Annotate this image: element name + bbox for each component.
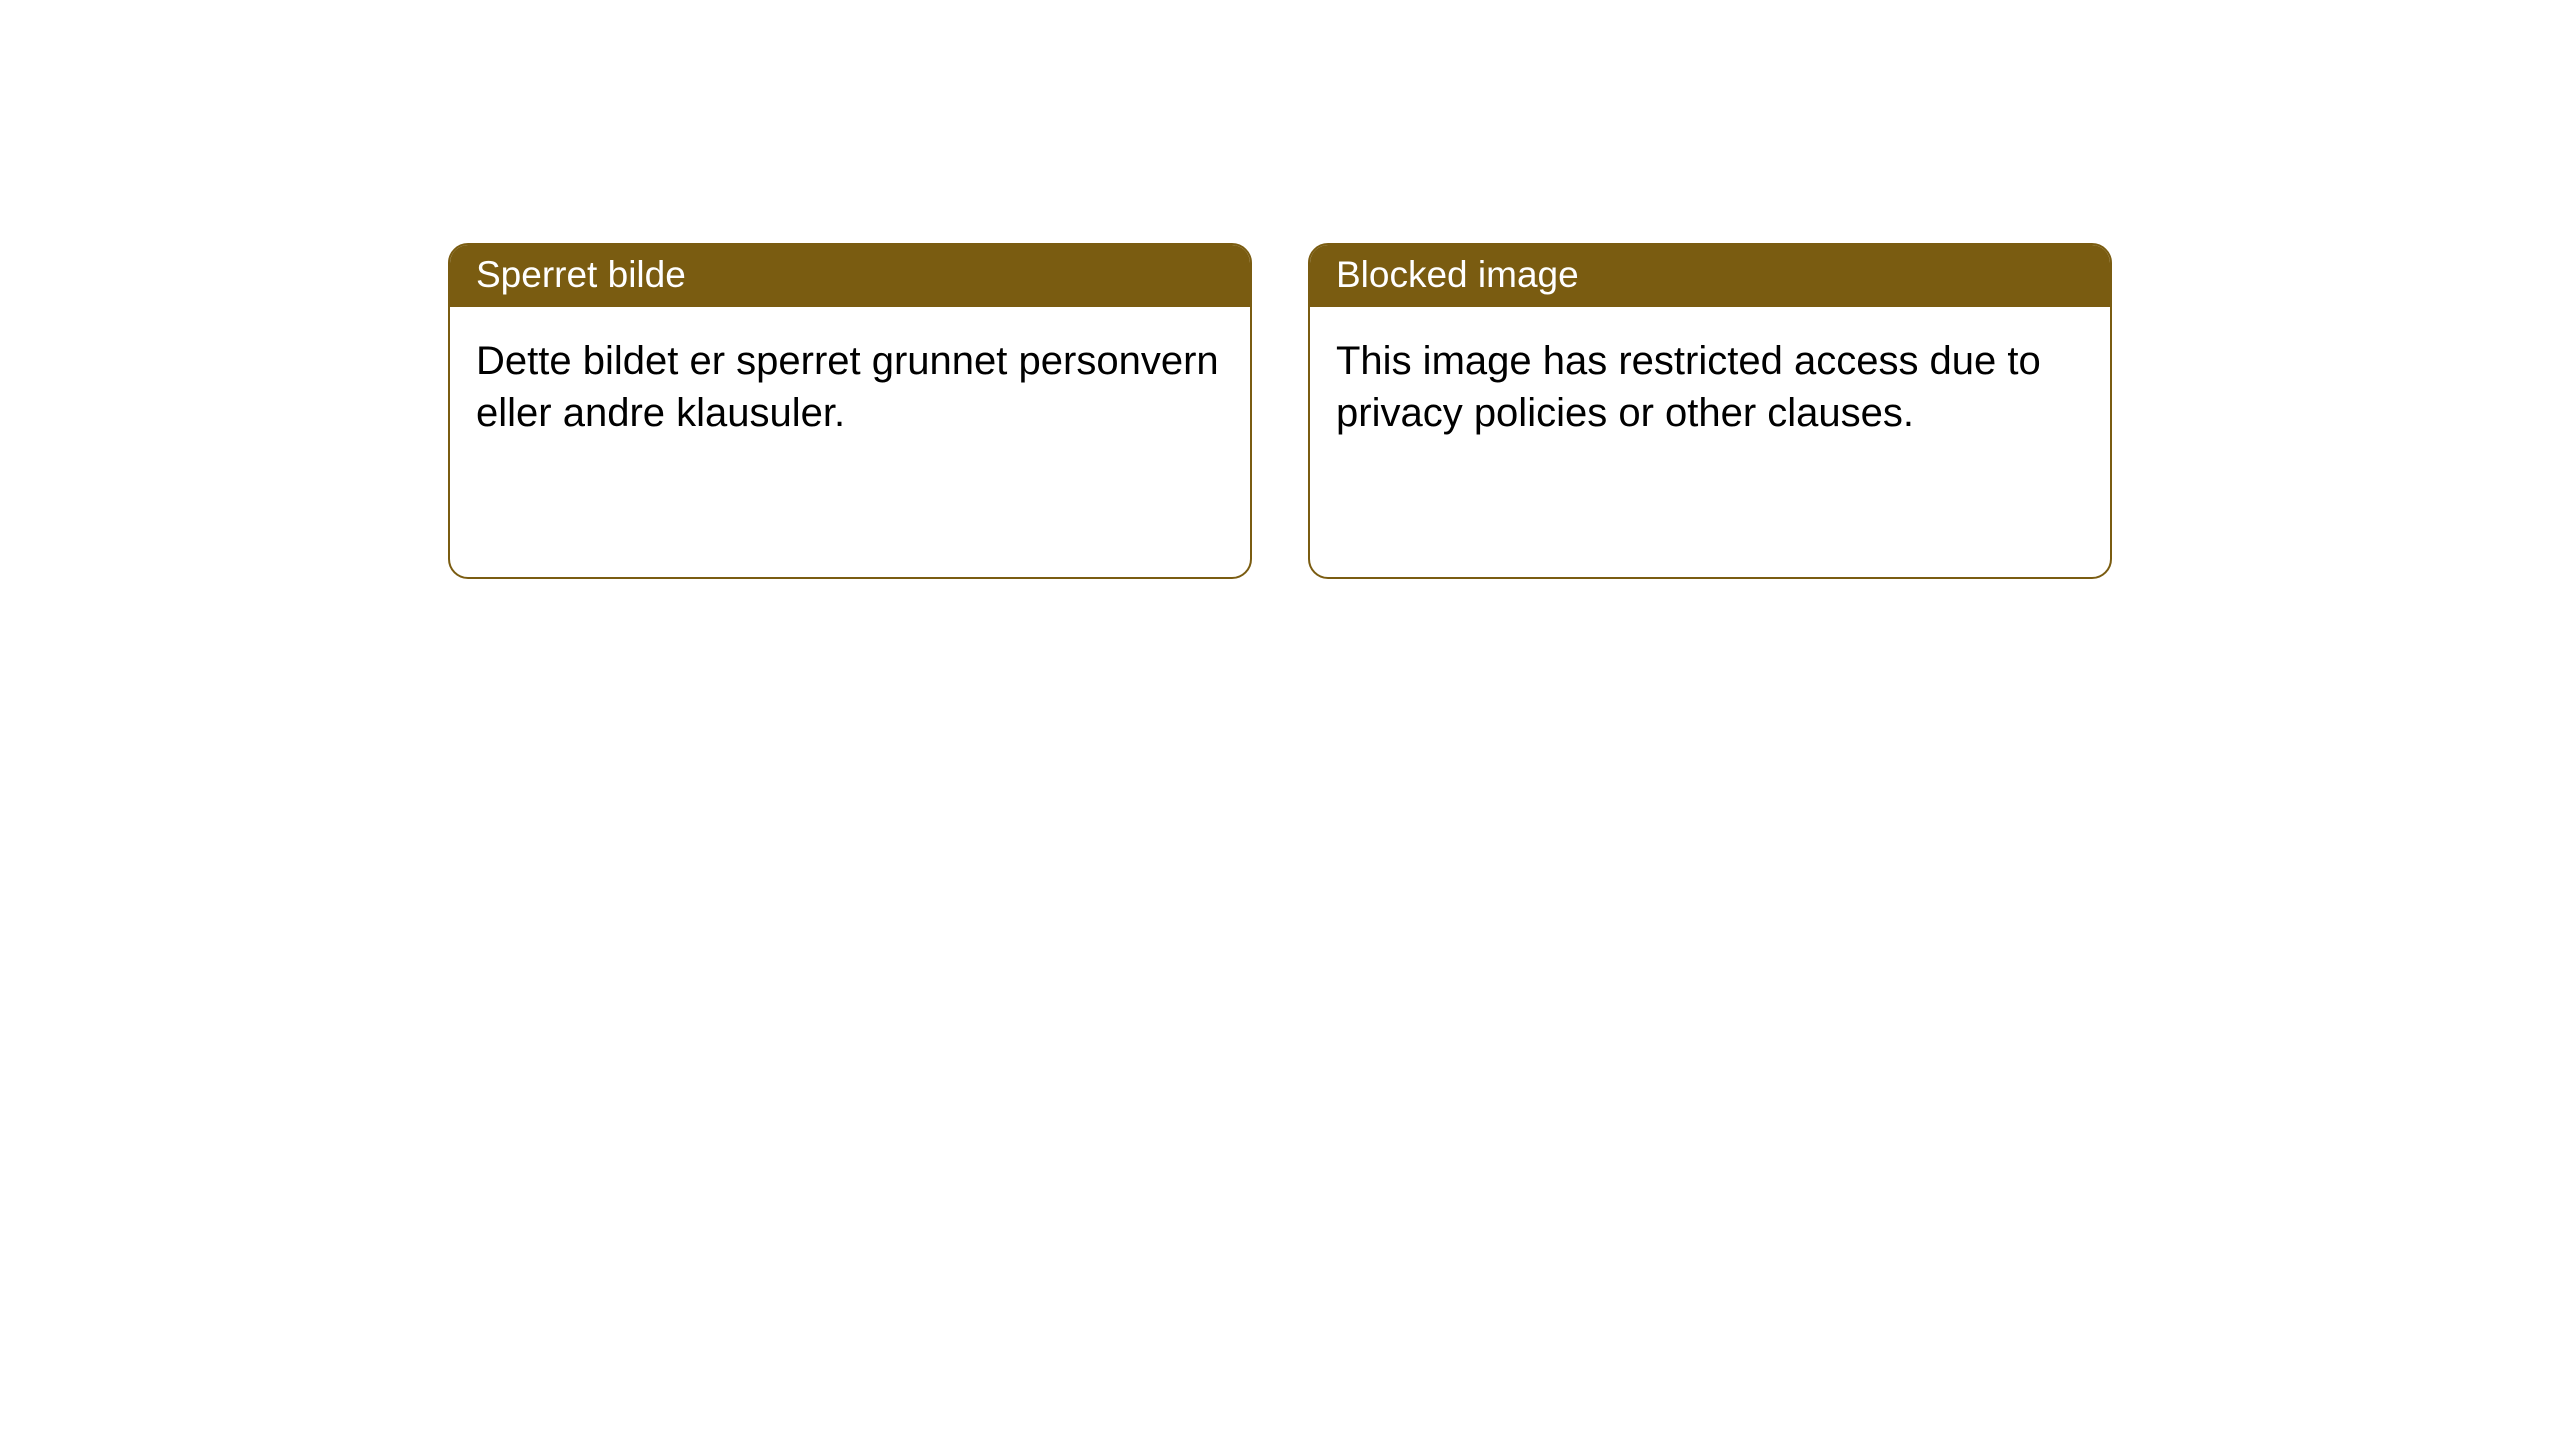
notice-body-english: This image has restricted access due to … xyxy=(1310,307,2110,577)
notice-card-norwegian: Sperret bilde Dette bildet er sperret gr… xyxy=(448,243,1252,579)
notice-card-english: Blocked image This image has restricted … xyxy=(1308,243,2112,579)
notice-container: Sperret bilde Dette bildet er sperret gr… xyxy=(0,0,2560,579)
notice-title-english: Blocked image xyxy=(1310,245,2110,307)
notice-body-norwegian: Dette bildet er sperret grunnet personve… xyxy=(450,307,1250,577)
notice-title-norwegian: Sperret bilde xyxy=(450,245,1250,307)
